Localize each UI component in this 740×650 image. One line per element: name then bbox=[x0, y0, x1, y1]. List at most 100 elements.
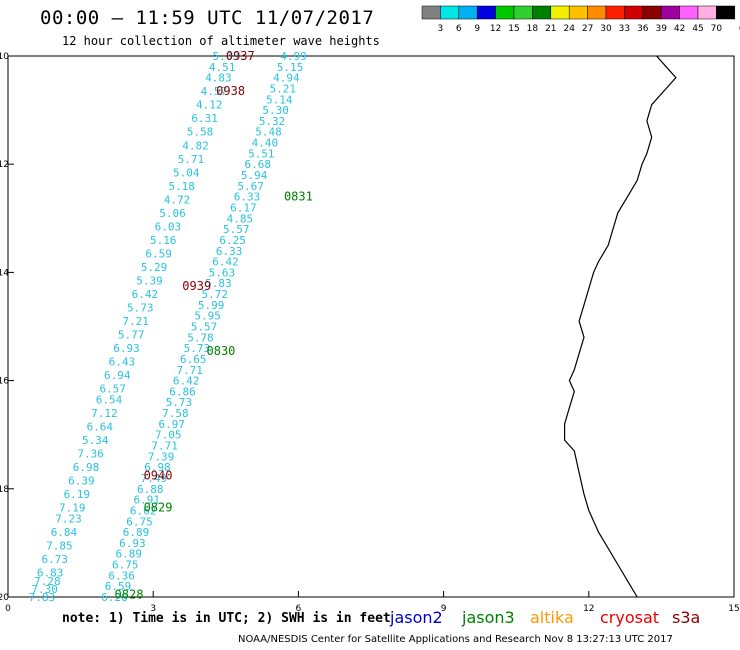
wave-height-label: 6.64 bbox=[87, 421, 114, 434]
observation-labels: 5.034.514.834.574.126.315.584.825.715.04… bbox=[29, 50, 307, 604]
wave-height-label: 4.99 bbox=[280, 50, 307, 63]
legend-s3a: s3a bbox=[672, 608, 701, 627]
wave-height-label: 6.86 bbox=[169, 385, 196, 398]
wave-height-label: 4.82 bbox=[182, 139, 209, 152]
scale-swatch bbox=[624, 5, 644, 20]
wave-height-label: 7.23 bbox=[55, 513, 82, 526]
wave-height-label: 5.29 bbox=[141, 261, 168, 274]
wave-height-label: 7.71 bbox=[176, 364, 203, 377]
wave-height-label: 5.57 bbox=[191, 321, 218, 334]
scale-tick-label: 45 bbox=[692, 24, 703, 34]
scale-swatch bbox=[532, 5, 552, 20]
scale-tick-label: 24 bbox=[563, 24, 575, 34]
pass-time-label: 0939 bbox=[182, 279, 211, 293]
legend-jason2: jason2 bbox=[390, 608, 443, 627]
y-tick-label: -16 bbox=[0, 377, 9, 387]
wave-height-label: 6.17 bbox=[230, 201, 257, 214]
wave-height-label: 7.71 bbox=[151, 440, 178, 453]
wave-height-label: 5.48 bbox=[255, 126, 282, 139]
x-tick-label: 12 bbox=[583, 604, 594, 614]
scale-swatch bbox=[716, 5, 736, 20]
scale-swatch bbox=[550, 5, 570, 20]
wave-height-label: 6.39 bbox=[68, 475, 95, 488]
wave-height-label: 5.32 bbox=[259, 115, 286, 128]
wave-height-label: 6.43 bbox=[109, 356, 136, 369]
wave-height-label: 6.93 bbox=[119, 537, 146, 550]
y-tick-label: -20 bbox=[0, 593, 9, 603]
wave-height-label: 6.57 bbox=[99, 383, 126, 396]
pass-time-label: 0940 bbox=[144, 468, 173, 482]
scale-swatch bbox=[421, 5, 441, 20]
wave-height-label: 6.62 bbox=[130, 504, 157, 517]
wave-height-label: 5.58 bbox=[187, 126, 214, 139]
pass-time-label: 0938 bbox=[216, 84, 245, 98]
pass-time-label: 0831 bbox=[284, 190, 313, 204]
scale-tick-label: 6 bbox=[456, 24, 462, 34]
scale-tick-label: 12 bbox=[490, 24, 501, 34]
wave-height-label: 7.19 bbox=[59, 502, 86, 515]
wave-height-label: 5.72 bbox=[202, 288, 229, 301]
wave-height-label: 5.57 bbox=[223, 223, 250, 236]
y-tick-label: -18 bbox=[0, 485, 9, 495]
wave-height-label: 5.73 bbox=[127, 302, 154, 315]
wave-height-label: 7.30 bbox=[31, 583, 58, 596]
scale-swatch bbox=[568, 5, 588, 20]
x-tick-label: 0 bbox=[5, 604, 11, 614]
wave-height-label: 6.94 bbox=[104, 369, 131, 382]
wave-height-label: 5.67 bbox=[237, 180, 264, 193]
scale-swatch bbox=[476, 5, 496, 20]
wave-height-label: 5.73 bbox=[166, 396, 193, 409]
wave-height-label: 6.36 bbox=[108, 569, 135, 582]
wave-height-label: 6.73 bbox=[42, 553, 69, 566]
wave-height-label: 6.59 bbox=[105, 580, 132, 593]
wave-height-label: 7.83 bbox=[29, 591, 56, 604]
scale-tick-label: 39 bbox=[655, 24, 667, 34]
scale-tick-label: 18 bbox=[527, 24, 539, 34]
y-tick-label: -14 bbox=[0, 268, 9, 278]
wave-height-label: 7.21 bbox=[122, 315, 149, 328]
wave-height-label: 4.83 bbox=[205, 72, 232, 85]
scale-unit-label: (ft) bbox=[739, 24, 740, 34]
x-tick-label: 6 bbox=[296, 604, 302, 614]
wave-height-label: 5.73 bbox=[184, 342, 211, 355]
scale-tick-label: 21 bbox=[545, 24, 556, 34]
wave-height-label: 5.95 bbox=[194, 310, 221, 323]
wave-height-label: 4.40 bbox=[252, 137, 279, 150]
wave-height-label: 6.33 bbox=[234, 191, 261, 204]
scale-tick-label: 42 bbox=[674, 24, 685, 34]
pass-time-label: 0830 bbox=[207, 344, 236, 358]
wave-height-label: 7.28 bbox=[34, 575, 61, 588]
wave-height-label: 7.36 bbox=[77, 448, 104, 461]
wave-height-label: 7.49 bbox=[141, 472, 168, 485]
map-frame bbox=[7, 55, 735, 598]
wave-height-label: 6.19 bbox=[64, 488, 91, 501]
wave-height-label: 6.98 bbox=[144, 461, 171, 474]
scale-swatch bbox=[697, 5, 717, 20]
wave-height-label: 5.78 bbox=[187, 331, 214, 344]
wave-height-label: 5.63 bbox=[209, 266, 236, 279]
legend-cryosat: cryosat bbox=[600, 608, 660, 627]
wave-height-label: 5.14 bbox=[266, 93, 293, 106]
wave-height-label: 6.89 bbox=[123, 526, 150, 539]
coastline bbox=[564, 55, 677, 598]
wave-height-label: 4.51 bbox=[209, 61, 236, 74]
wave-height-label: 6.25 bbox=[219, 234, 246, 247]
wave-height-label: 5.16 bbox=[150, 234, 177, 247]
scale-tick-label: 33 bbox=[619, 24, 630, 34]
wave-height-label: 6.31 bbox=[191, 112, 218, 125]
scale-swatch bbox=[587, 5, 607, 20]
wave-height-label: 6.89 bbox=[116, 548, 143, 561]
wave-height-label: 4.72 bbox=[164, 193, 191, 206]
wave-height-label: 5.34 bbox=[82, 434, 109, 447]
x-tick-label: 9 bbox=[441, 604, 447, 614]
page-subtitle: 12 hour collection of altimeter wave hei… bbox=[62, 34, 380, 48]
scale-swatch bbox=[458, 5, 478, 20]
wave-height-label: 7.39 bbox=[148, 450, 175, 463]
scale-tick-label: 36 bbox=[637, 24, 649, 34]
wave-height-label: 4.57 bbox=[201, 85, 228, 98]
wave-height-label: 4.94 bbox=[273, 72, 300, 85]
wave-height-label: 5.94 bbox=[241, 169, 268, 182]
wave-height-label: 7.85 bbox=[46, 540, 73, 553]
